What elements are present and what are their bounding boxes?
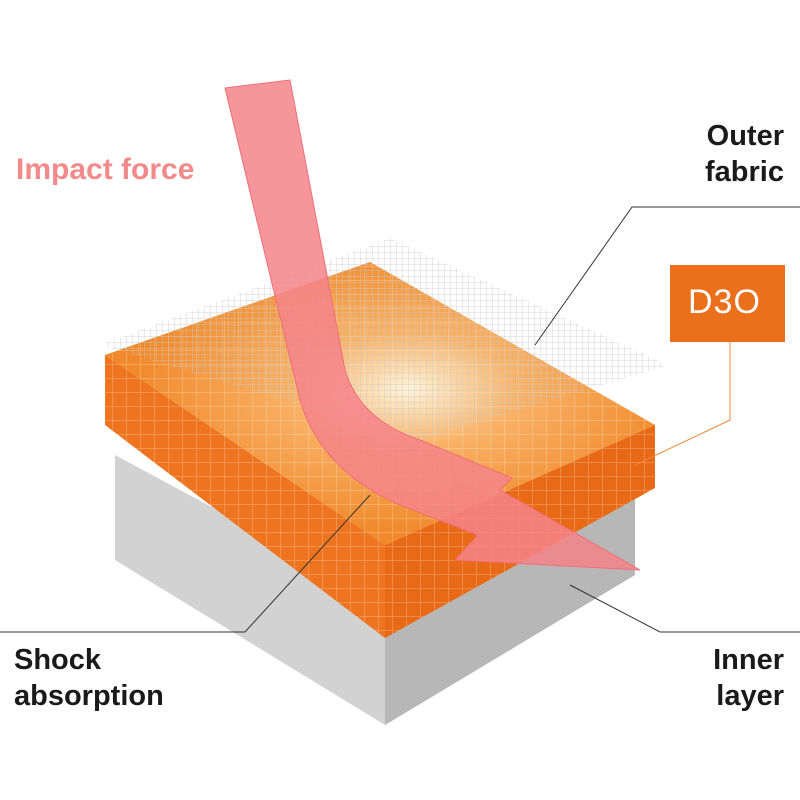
outer-fabric-label: Outer fabric [705, 118, 784, 190]
leader-lines [0, 206, 800, 633]
d3o-logo: D3O [670, 265, 785, 342]
impact-arrow [224, 79, 641, 571]
outer-fabric-label-line1: Outer [706, 120, 784, 152]
outer-fabric-label-line2: fabric [705, 156, 784, 188]
inner-layer-label-line2: layer [716, 680, 784, 712]
d3o-leader [634, 342, 731, 466]
shock-absorption-label: Shock absorption [14, 642, 164, 714]
impact-force-label: Impact force [16, 153, 195, 186]
shock-absorption-label-line2: absorption [14, 680, 164, 712]
inner-layer-leader [569, 584, 800, 633]
inner-layer-label-line1: Inner [713, 644, 784, 676]
d3o-logo-text: D3O [688, 283, 761, 321]
shock-absorption-label-line1: Shock [14, 644, 102, 676]
inner-layer-label: Inner layer [713, 642, 784, 714]
outer-fabric-leader [534, 206, 800, 346]
outer-fabric-mesh [100, 238, 668, 440]
shock-absorption-leader [0, 494, 371, 633]
